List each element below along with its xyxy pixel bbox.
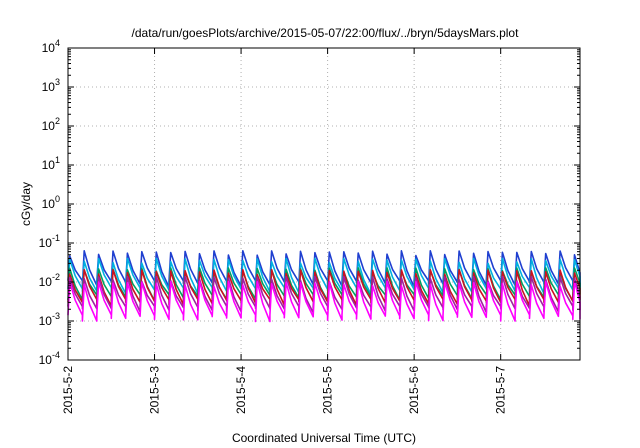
y-tick-label: 10-2 <box>39 272 60 289</box>
x-tick-label: 2015-5-7 <box>494 366 508 414</box>
y-tick-label: 103 <box>42 77 60 94</box>
x-tick-label: 2015-5-2 <box>61 366 75 414</box>
series-line <box>67 280 581 323</box>
y-tick-label: 100 <box>42 194 60 211</box>
y-tick-label: 102 <box>42 116 60 133</box>
y-tick-label: 104 <box>42 38 60 55</box>
series-group <box>67 250 581 323</box>
y-tick-label: 10-1 <box>39 233 60 250</box>
x-tick-label: 2015-5-5 <box>321 366 335 414</box>
grid <box>68 48 580 360</box>
y-tick-label: 10-4 <box>39 350 60 367</box>
x-tick-label: 2015-5-4 <box>234 366 248 414</box>
y-axis-label: cGy/day <box>19 182 33 226</box>
x-tick-label: 2015-5-3 <box>148 366 162 414</box>
y-tick-label: 101 <box>42 155 60 172</box>
y-tick-label: 10-3 <box>39 311 60 328</box>
x-tick-label: 2015-5-6 <box>407 366 421 414</box>
chart-title: /data/run/goesPlots/archive/2015-05-07/2… <box>132 26 520 40</box>
x-axis-label: Coordinated Universal Time (UTC) <box>232 431 416 445</box>
